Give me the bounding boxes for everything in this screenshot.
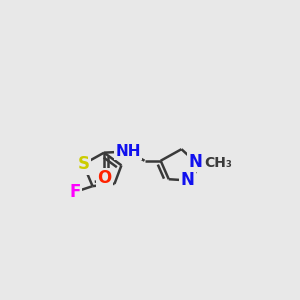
Text: N: N [188,153,202,171]
Text: S: S [77,155,89,173]
Text: O: O [97,169,111,187]
Text: F: F [70,183,81,201]
Text: NH: NH [116,144,141,159]
Text: N: N [180,171,194,189]
Text: CH₃: CH₃ [205,156,232,170]
